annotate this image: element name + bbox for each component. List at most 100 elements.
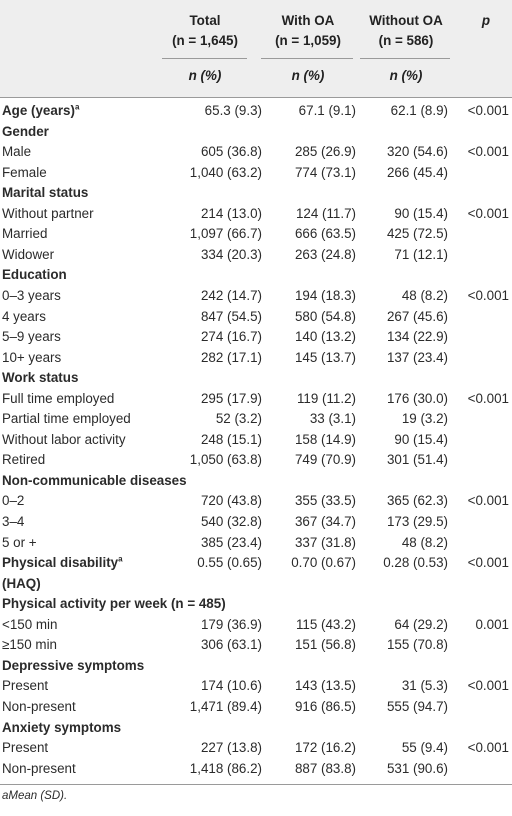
row-label: Non-present	[2, 697, 76, 716]
cell-with-oa: 158 (14.9)	[294, 431, 356, 447]
table-row: 0–3 years 242 (14.7) 194 (18.3) 48 (8.2) <0.…	[0, 286, 512, 305]
cell-with-oa: 67.1 (9.1)	[298, 103, 356, 118]
section-row: Physical disabilitya 0.55 (0.65) 0.70 (0.6…	[0, 553, 512, 572]
section-label: Physical disabilitya	[2, 553, 123, 572]
row-label: 10+ years	[2, 348, 61, 367]
cell-without-oa: 64 (29.2)	[394, 616, 448, 632]
cell-with-oa: 33 (3.1)	[309, 411, 356, 427]
cell-total: 242 (14.7)	[200, 287, 262, 303]
cell-with-oa: 887 (83.8)	[294, 760, 356, 776]
cell-p: <0.001	[467, 103, 509, 118]
section-row: Gender	[0, 122, 512, 141]
col-unit-without: n (%)	[389, 68, 423, 83]
row-label: 5–9 years	[2, 327, 61, 346]
section-row: Depressive symptoms	[0, 656, 512, 675]
cell-without-oa: 531 (90.6)	[386, 760, 448, 776]
row-label-text: Non-communicable diseases	[2, 472, 187, 488]
table-header	[0, 0, 512, 97]
row-label-text: 0–3 years	[2, 287, 61, 303]
header-bottom-rule	[0, 97, 512, 98]
section-label: Physical activity per week (n = 485)	[2, 594, 226, 613]
cell-without-oa: 90 (15.4)	[394, 431, 448, 447]
row-label: Present	[2, 676, 48, 695]
table-row: Married 1,097 (66.7) 666 (63.5) 425 (72.5)	[0, 224, 512, 243]
section-label: Anxiety symptoms	[2, 718, 121, 737]
row-label-text: Work status	[2, 370, 79, 386]
row-label-text: Partial time employed	[2, 411, 131, 427]
cell-total: 540 (32.8)	[200, 514, 262, 529]
row-label-text: Marital status	[2, 185, 89, 201]
row-label: Non-present	[2, 759, 76, 778]
row-label-text: Present	[2, 678, 49, 694]
header-rule-total	[162, 58, 247, 59]
cell-total: 1,471 (89.4)	[189, 698, 262, 714]
cell-p: <0.001	[467, 740, 509, 756]
row-label-text: Non-present	[2, 698, 76, 714]
row-label-text: Married	[2, 226, 48, 242]
row-label-text: Male	[2, 144, 32, 160]
cell-p: <0.001	[467, 493, 509, 509]
section-row: Work status	[0, 368, 512, 387]
cell-without-oa: 19 (3.2)	[401, 411, 448, 427]
cell-without-oa: 155 (70.8)	[386, 637, 448, 653]
cell-with-oa: 124 (11.7)	[295, 205, 356, 221]
row-label: Present	[2, 738, 48, 757]
row-label-text: Female	[2, 164, 47, 180]
cell-total: 334 (20.3)	[200, 246, 262, 262]
cell-total: 1,040 (63.2)	[189, 164, 262, 180]
row-label: 3–4	[2, 512, 24, 531]
col-unit-with: n (%)	[291, 68, 325, 83]
cell-p: 0.001	[475, 616, 509, 632]
row-label: Full time employed	[2, 389, 114, 408]
section-label: Education	[2, 265, 67, 284]
col-title-with: With OA	[281, 13, 335, 28]
cell-without-oa: 267 (45.6)	[386, 308, 448, 324]
row-label: Retired	[2, 450, 45, 469]
row-label-text: 5–9 years	[2, 329, 61, 345]
row-label: Without partner	[2, 204, 94, 223]
cell-with-oa: 666 (63.5)	[294, 226, 356, 242]
row-label-text: Widower	[2, 246, 55, 262]
row-label-text: Physical disability	[2, 555, 119, 571]
row-label-text: Physical activity per week (n = 485)	[2, 596, 226, 612]
row-label-text: 0–2	[2, 493, 25, 509]
cell-without-oa: 48 (8.2)	[401, 534, 448, 550]
cell-total: 295 (17.9)	[200, 390, 262, 406]
row-label-text: Non-present	[2, 760, 76, 776]
row-label: Female	[2, 163, 47, 182]
col-unit-total: n (%)	[188, 68, 222, 83]
row-label: Married	[2, 224, 47, 243]
table-row: <150 min 179 (36.9) 115 (43.2) 64 (29.2) 0.0…	[0, 615, 512, 634]
section-row: (HAQ)	[0, 574, 512, 593]
cell-without-oa: 137 (23.4)	[386, 349, 448, 365]
table-row: 10+ years 282 (17.1) 145 (13.7) 137 (23.4)	[0, 348, 512, 367]
row-label: 0–2	[2, 491, 24, 510]
cell-with-oa: 119 (11.2)	[296, 390, 356, 406]
cell-with-oa: 143 (13.5)	[294, 678, 356, 694]
row-label: <150 min	[2, 615, 57, 634]
col-title-total: Total	[189, 13, 221, 28]
row-label-text: Age (years)	[2, 103, 75, 118]
cell-total: 282 (17.1)	[200, 349, 262, 365]
header-rule-with	[261, 58, 353, 59]
row-label-text: Anxiety symptoms	[2, 719, 122, 735]
cell-p: <0.001	[467, 390, 509, 406]
row-label: Partial time employed	[2, 409, 131, 428]
row-label-text: Present	[2, 740, 49, 756]
cell-without-oa: 301 (51.4)	[386, 452, 448, 468]
cell-with-oa: 285 (26.9)	[294, 144, 356, 160]
table-row: Non-present 1,418 (86.2) 887 (83.8) 531 (90…	[0, 759, 512, 778]
cell-without-oa: 71 (12.1)	[394, 246, 448, 262]
cell-with-oa: 140 (13.2)	[294, 329, 356, 345]
cell-without-oa: 173 (29.5)	[386, 514, 448, 529]
section-label: Marital status	[2, 183, 88, 202]
row-label-text: 5 or +	[2, 534, 37, 550]
cell-without-oa: 555 (94.7)	[386, 698, 448, 714]
cell-without-oa: 176 (30.0)	[386, 390, 448, 406]
row-label-text: Depressive symptoms	[2, 657, 145, 673]
cell-total: 720 (43.8)	[200, 493, 262, 509]
cell-total: 1,050 (63.8)	[189, 452, 262, 468]
cell-total: 214 (13.0)	[200, 205, 262, 221]
table-row: Present 227 (13.8) 172 (16.2) 55 (9.4) <0.00…	[0, 738, 512, 757]
cell-without-oa: 55 (9.4)	[401, 740, 448, 756]
